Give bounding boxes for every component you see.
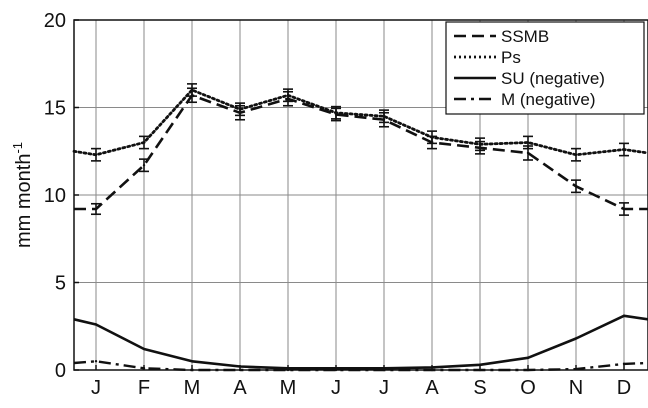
- data-point: [574, 337, 578, 340]
- axes: 0 5 10 15 20 J F M A M J J A S O N D: [44, 10, 648, 399]
- legend-label: SSMB: [501, 27, 549, 46]
- y-axis-label-text: mm month: [13, 154, 35, 248]
- y-axis-label: mm month-1: [10, 142, 35, 248]
- y-tick-label: 5: [55, 273, 66, 295]
- series-su-negative-: [73, 314, 648, 370]
- y-tick-label: 10: [44, 185, 66, 207]
- legend-label: SU (negative): [501, 69, 605, 88]
- y-tick-label: 15: [44, 98, 66, 120]
- data-point: [142, 347, 146, 351]
- x-tick-label: A: [425, 377, 439, 399]
- y-tick-label: 20: [44, 10, 66, 32]
- x-tick-label: D: [617, 377, 631, 399]
- x-tick-label: M: [280, 377, 297, 399]
- x-tick-label: O: [520, 377, 536, 399]
- legend: SSMB Ps SU (negative) M (negative): [445, 21, 645, 115]
- data-point: [526, 356, 530, 359]
- x-tick-label: J: [379, 377, 389, 399]
- y-tick-label: 0: [55, 360, 66, 382]
- x-tick-label: F: [138, 377, 150, 399]
- data-point: [190, 360, 194, 363]
- data-point: [94, 360, 98, 363]
- x-tick-label: N: [569, 377, 583, 399]
- x-tick-label: J: [91, 377, 101, 399]
- series-layer: [72, 83, 648, 372]
- y-axis-label-superscript: -1: [10, 142, 25, 154]
- x-tick-label: S: [473, 377, 486, 399]
- legend-label: Ps: [501, 48, 521, 67]
- series-line: [73, 314, 648, 370]
- data-point: [94, 323, 98, 326]
- x-tick-label: M: [184, 377, 201, 399]
- data-point: [622, 362, 626, 366]
- x-tick-label: A: [233, 377, 247, 399]
- legend-label: M (negative): [501, 90, 595, 109]
- x-tick-label: J: [331, 377, 341, 399]
- series-line: [74, 94, 648, 211]
- series-line: [72, 88, 648, 157]
- data-point: [622, 314, 626, 317]
- series-ps: [72, 83, 648, 162]
